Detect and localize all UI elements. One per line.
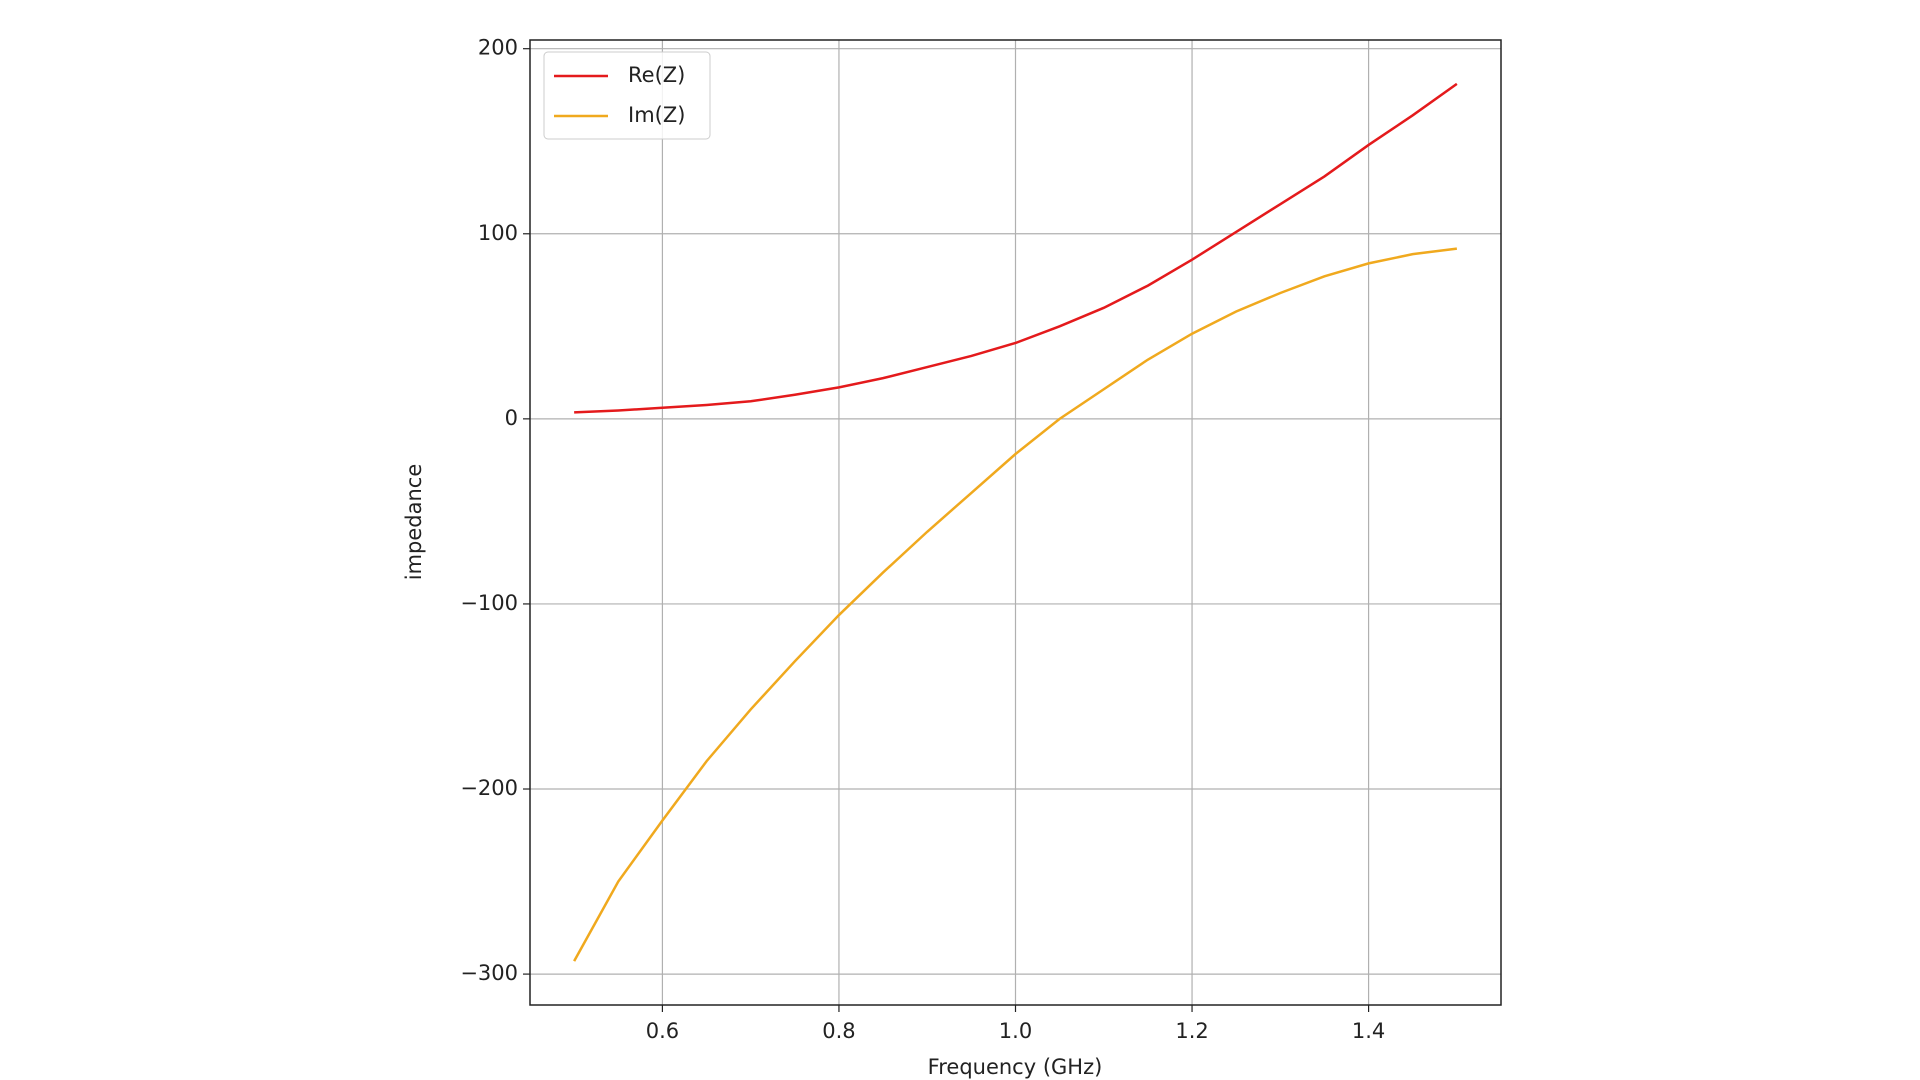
data-line [573, 247, 1458, 962]
legend-label: Re(Z) [628, 63, 685, 87]
x-tick-label: 1.4 [1352, 1019, 1385, 1043]
y-tick-label: −100 [460, 591, 518, 615]
y-tick-label: −300 [460, 961, 518, 985]
y-tick-label: −200 [460, 776, 518, 800]
y-tick-label: 200 [478, 36, 518, 60]
x-axis-label: Frequency (GHz) [928, 1055, 1103, 1079]
x-tick-label: 0.6 [646, 1019, 679, 1043]
x-tick-label: 0.8 [822, 1019, 855, 1043]
x-tick-label: 1.0 [999, 1019, 1032, 1043]
y-axis-label: impedance [402, 464, 426, 581]
data-line [574, 82, 1458, 414]
legend-label: Im(Z) [628, 103, 685, 127]
y-tick-label: 0 [505, 406, 518, 430]
x-tick-label: 1.2 [1175, 1019, 1208, 1043]
plot-frame [529, 39, 1502, 1006]
y-tick-label: 100 [478, 221, 518, 245]
